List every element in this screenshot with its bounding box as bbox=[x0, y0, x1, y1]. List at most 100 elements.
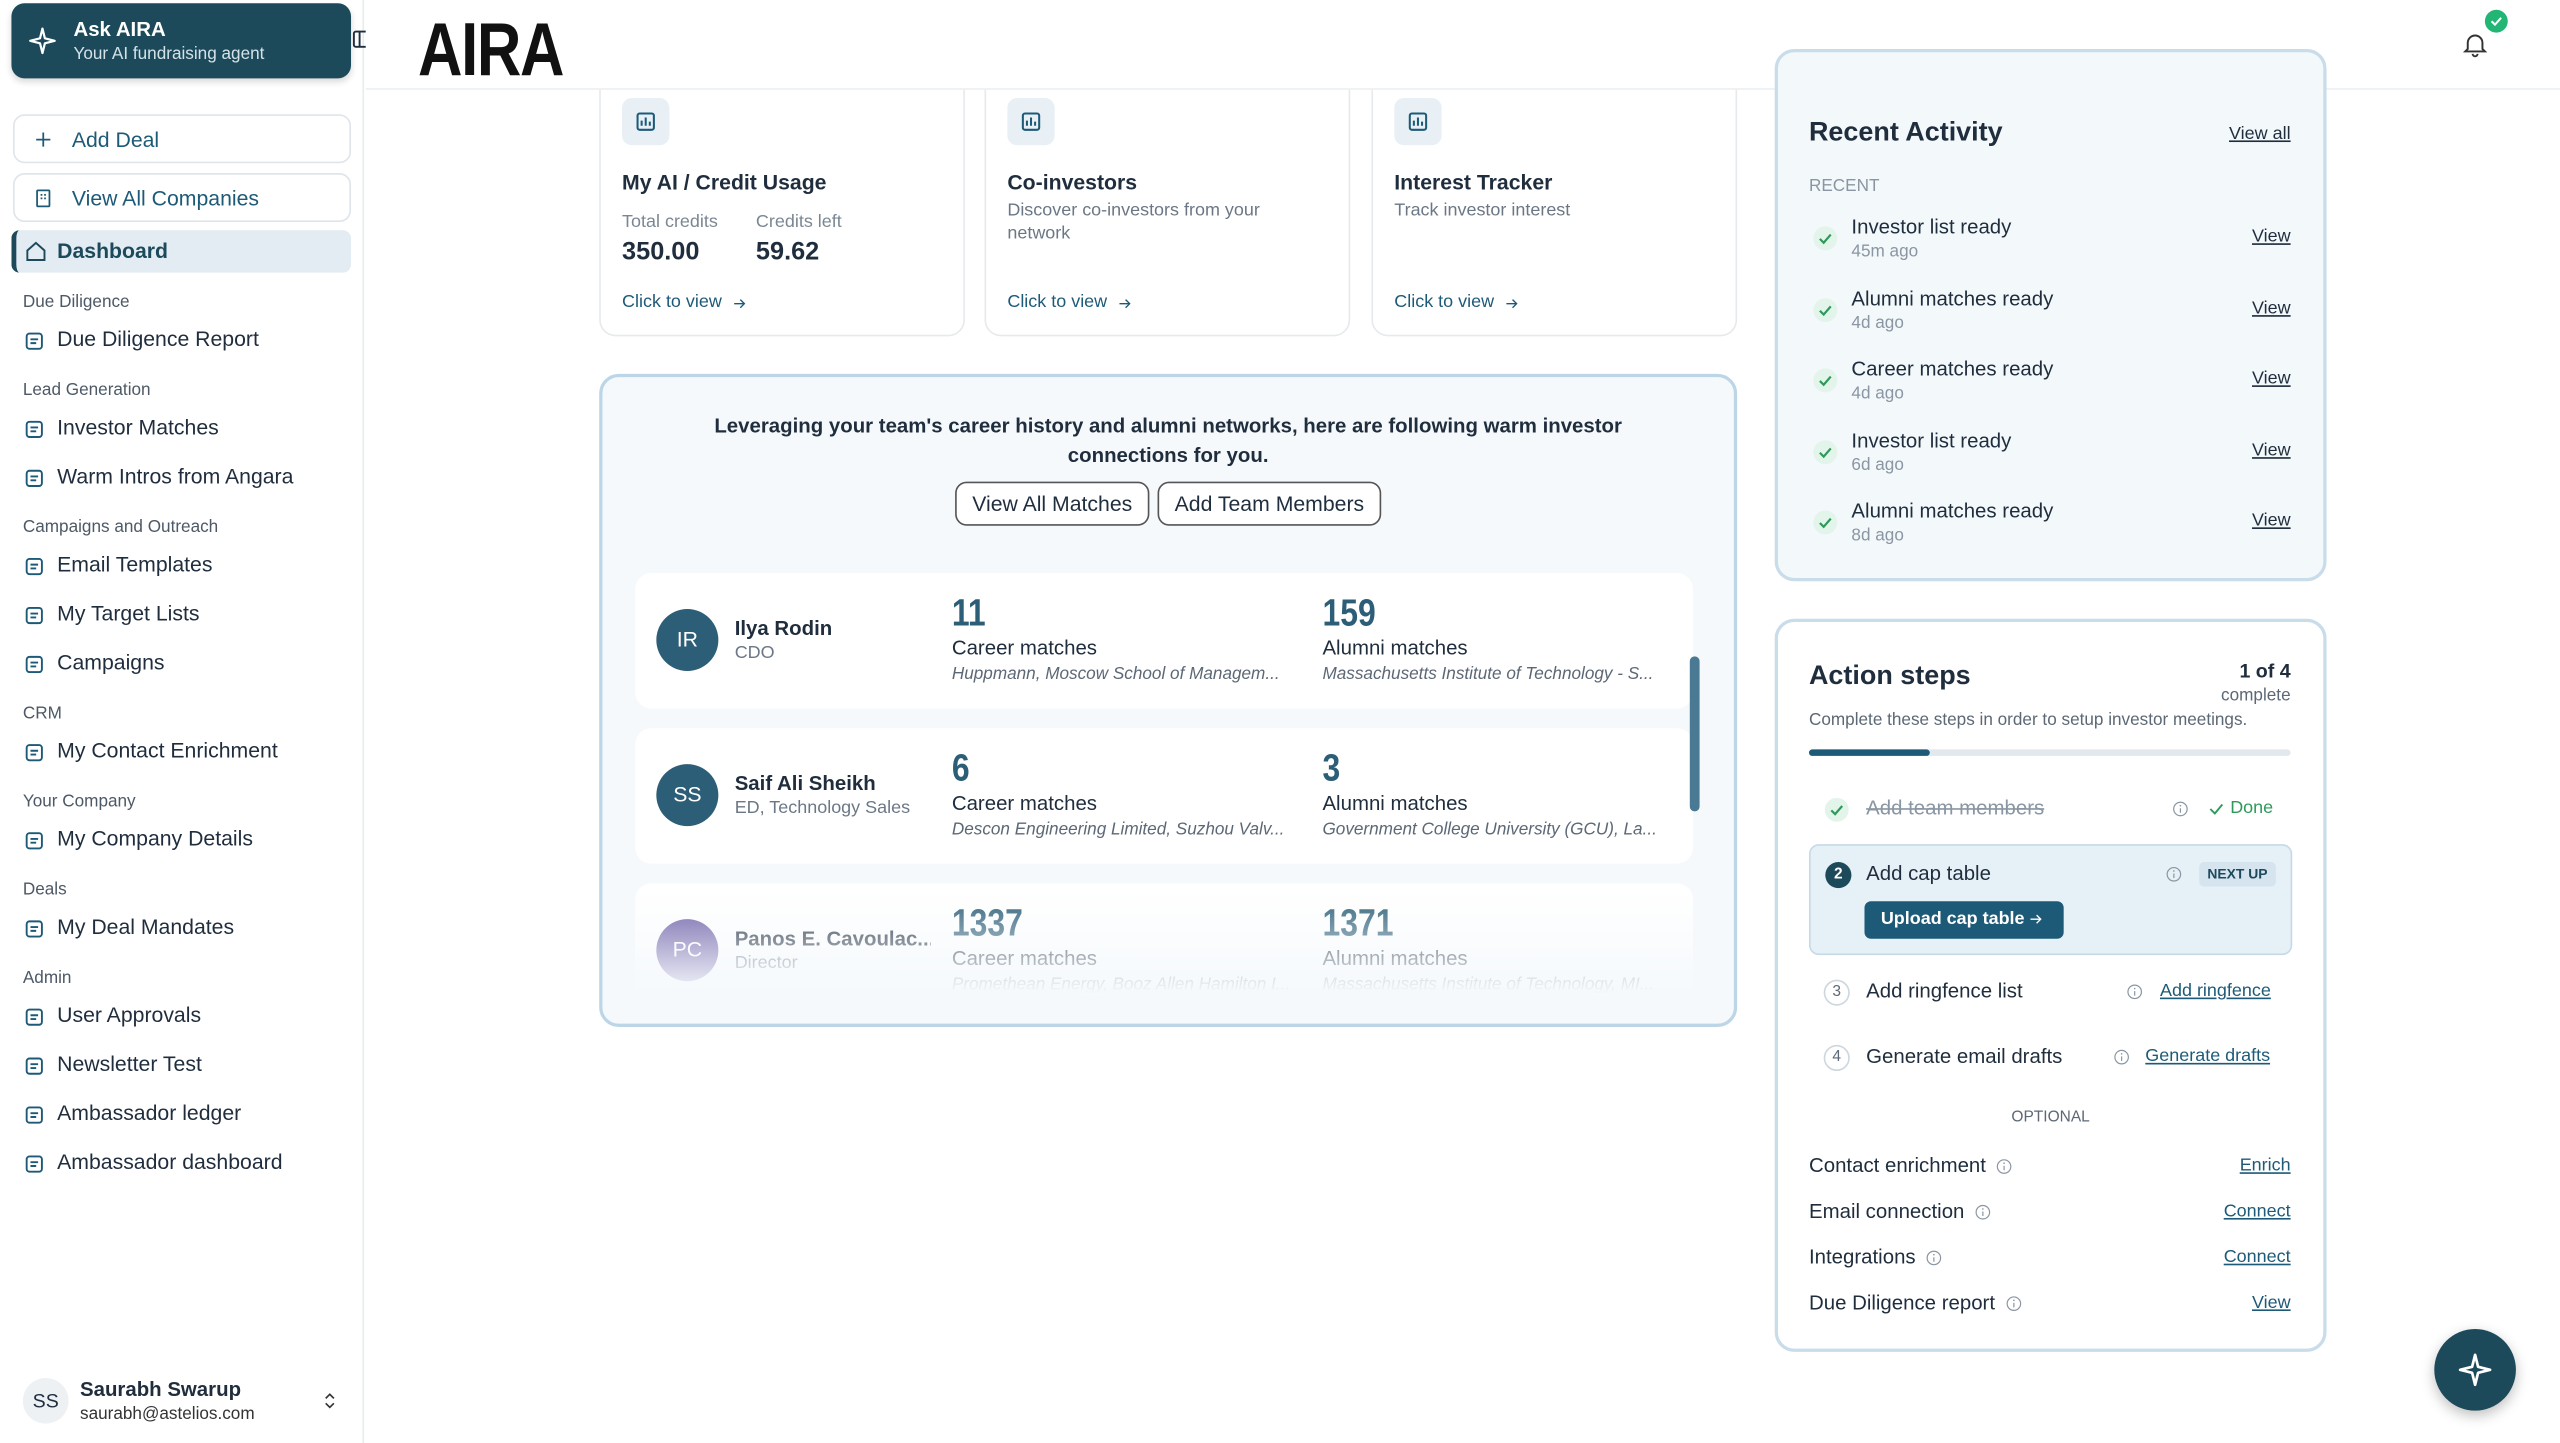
icon-part bbox=[2127, 984, 2143, 1000]
nav-item[interactable]: Campaigns bbox=[11, 645, 351, 684]
optional-action-link[interactable]: Connect bbox=[2223, 1247, 2291, 1267]
icon-part bbox=[29, 27, 56, 55]
icon-part bbox=[25, 920, 43, 938]
nav-label: Warm Intros from Angara bbox=[57, 463, 294, 489]
check-icon bbox=[1813, 297, 1838, 322]
card-description: Track investor interest bbox=[1394, 200, 1571, 221]
icon-part bbox=[40, 193, 46, 200]
card-icon-box bbox=[622, 97, 670, 146]
icon-part bbox=[2133, 987, 2136, 990]
icon-part bbox=[1926, 1250, 1942, 1266]
icon-part bbox=[25, 469, 43, 487]
icon-part bbox=[2003, 1162, 2005, 1165]
assistant-fab[interactable] bbox=[2434, 1328, 2516, 1411]
view-all-link[interactable]: View all bbox=[2229, 124, 2291, 144]
panel-title: Recent Activity bbox=[1808, 117, 2003, 147]
icon-part bbox=[2030, 914, 2042, 924]
nav-section-heading: Deals bbox=[22, 879, 67, 900]
icon-part bbox=[1819, 305, 1832, 316]
nav-item[interactable]: Investor Matches bbox=[11, 410, 351, 449]
card-link[interactable]: Click to view bbox=[1007, 292, 1170, 318]
activity-time: 6d ago bbox=[1851, 455, 1904, 475]
icon-part bbox=[25, 744, 43, 762]
match-row[interactable]: SS Saif Ali Sheikh ED, Technology Sales 6 Ca… bbox=[635, 728, 1694, 864]
nav-icon bbox=[25, 1106, 43, 1124]
sidebar-action[interactable]: View All Companies bbox=[13, 173, 352, 223]
match-count: 6 bbox=[951, 746, 970, 789]
nav-item[interactable]: My Target Lists bbox=[11, 596, 351, 635]
icon-part bbox=[25, 420, 43, 438]
card-icon bbox=[636, 112, 655, 131]
feature-card[interactable]: Interest Tracker Track investor interest C… bbox=[1371, 48, 1738, 337]
optional-action-link[interactable]: Enrich bbox=[2239, 1155, 2291, 1176]
panel-title: Action steps bbox=[1808, 661, 1971, 691]
agent-title: Ask AIRA bbox=[73, 17, 166, 41]
outline-button[interactable]: Add Team Members bbox=[1157, 481, 1382, 526]
activity-link[interactable]: View bbox=[2251, 226, 2291, 247]
feature-card[interactable]: Co-investors Discover co-investors from y… bbox=[984, 48, 1351, 337]
activity-link[interactable]: View bbox=[2251, 440, 2291, 461]
activity-link[interactable]: View bbox=[2251, 298, 2291, 318]
match-row[interactable]: IR Ilya Rodin CDO 11 Career matches Huppmann,… bbox=[635, 573, 1694, 709]
nav-item[interactable]: Warm Intros from Angara bbox=[11, 459, 351, 498]
step-action-link[interactable]: Generate drafts bbox=[2145, 1046, 2271, 1067]
icon-part bbox=[1021, 112, 1041, 131]
nav-item[interactable]: Ambassador dashboard bbox=[11, 1144, 351, 1183]
card-link-label: Click to view bbox=[622, 292, 722, 312]
icon-part bbox=[2013, 1299, 2015, 1302]
icon-part bbox=[1933, 1253, 1935, 1256]
nav-item[interactable]: My Company Details bbox=[11, 821, 351, 860]
nav-item[interactable]: Ambassador ledger bbox=[11, 1096, 351, 1135]
icon-part bbox=[25, 1155, 43, 1173]
card-icon bbox=[1408, 112, 1428, 131]
card-link[interactable]: Click to view bbox=[622, 292, 785, 318]
icon-part bbox=[25, 832, 43, 850]
activity-time: 4d ago bbox=[1851, 383, 1904, 404]
nav-item[interactable]: Newsletter Test bbox=[11, 1047, 351, 1086]
panel-description: Complete these steps in order to setup i… bbox=[1808, 710, 2248, 730]
icon-part bbox=[30, 749, 39, 756]
progress-track bbox=[1808, 749, 2291, 756]
nav-label: Email Templates bbox=[57, 551, 213, 577]
nav-item[interactable]: My Contact Enrichment bbox=[11, 733, 351, 772]
user-menu[interactable]: SS Saurabh Swarup saurabh@astelios.com bbox=[13, 1368, 353, 1433]
activity-link[interactable]: View bbox=[2251, 369, 2291, 389]
sparkle-icon bbox=[29, 27, 56, 55]
home-icon bbox=[26, 241, 46, 261]
card-title: Co-investors bbox=[1007, 169, 1138, 195]
activity-link[interactable]: View bbox=[2251, 511, 2291, 532]
icon-part bbox=[1408, 112, 1428, 131]
progress-fill bbox=[1808, 749, 1930, 756]
card-link[interactable]: Click to view bbox=[1394, 292, 1557, 318]
optional-action-link[interactable]: Connect bbox=[2223, 1201, 2291, 1222]
nav-item[interactable]: User Approvals bbox=[11, 998, 351, 1037]
icon-part bbox=[636, 112, 655, 131]
optional-title: Email connection bbox=[1808, 1200, 1965, 1223]
icon-part bbox=[2209, 803, 2224, 815]
outline-button[interactable]: View All Matches bbox=[955, 481, 1150, 526]
step-action-link[interactable]: Add ringfence bbox=[2160, 981, 2271, 1001]
info-icon bbox=[1926, 1250, 1942, 1266]
nav-icon bbox=[25, 469, 43, 487]
feature-card[interactable]: My AI / Credit Usage Total credits 350.00 C… bbox=[599, 48, 965, 337]
nav-item[interactable]: My Deal Mandates bbox=[11, 909, 351, 948]
match-count: 159 bbox=[1322, 591, 1376, 634]
nav-item[interactable]: Due Diligence Report bbox=[11, 322, 351, 361]
icon-part bbox=[640, 117, 651, 126]
nav-item[interactable]: Email Templates bbox=[11, 547, 351, 586]
nav-label: Ambassador dashboard bbox=[57, 1149, 283, 1174]
ask-aira-button[interactable]: Ask AIRA Your AI fundraising agent bbox=[11, 3, 352, 79]
icon-part bbox=[2179, 804, 2182, 807]
sidebar-action[interactable]: Add Deal bbox=[13, 114, 352, 164]
nav-label: User Approvals bbox=[57, 1002, 202, 1027]
icon-part bbox=[36, 189, 51, 208]
warm-intros-panel: Leveraging your team's career history an… bbox=[599, 373, 1738, 1027]
card-link-label: Click to view bbox=[1007, 292, 1108, 312]
company-icon bbox=[36, 189, 51, 208]
optional-action-link[interactable]: View bbox=[2251, 1293, 2291, 1313]
nav-section-heading: Due Diligence bbox=[22, 292, 130, 312]
primary-button[interactable]: Upload cap table bbox=[1864, 901, 2064, 939]
nav-item-active[interactable]: Dashboard bbox=[11, 230, 352, 273]
primary-button-label: Upload cap table bbox=[1880, 909, 2025, 929]
